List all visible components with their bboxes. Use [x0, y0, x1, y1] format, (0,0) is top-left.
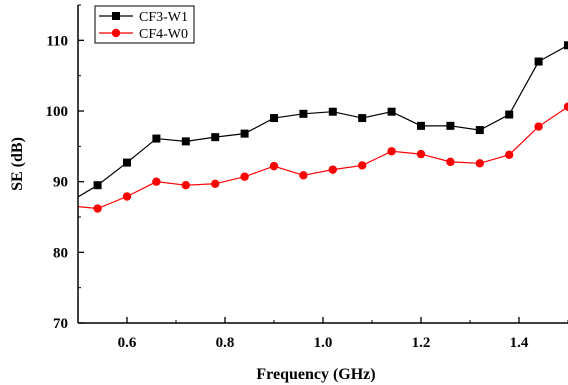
series-1-point — [152, 134, 161, 143]
series-2-point — [181, 181, 190, 190]
ticks: 0.6 0.8 1.0 1.2 1.4 70 80 90 100 110 — [46, 4, 568, 351]
series-2-point — [446, 157, 455, 167]
y-tick-label: 80 — [53, 245, 68, 261]
series-2-point — [358, 161, 367, 170]
legend-box — [94, 5, 195, 44]
y-tick-label: 100 — [46, 104, 69, 120]
series-1-point — [270, 114, 278, 123]
x-tick-label: 0.8 — [216, 335, 235, 351]
series-line-1 — [78, 44, 568, 198]
y-tick-label: 90 — [53, 175, 68, 191]
axes — [77, 5, 568, 324]
legend-marker-circle — [111, 28, 121, 38]
series-1-point — [299, 109, 308, 118]
legend-marker-square — [112, 12, 120, 20]
x-tick-label: 0.6 — [118, 335, 137, 351]
x-tick-label: 1.4 — [510, 335, 529, 351]
series-2-point — [269, 161, 279, 171]
series-2-point — [328, 165, 337, 174]
y-tick-label: 70 — [53, 316, 68, 332]
series-line-2 — [78, 106, 568, 210]
series-2-point — [505, 150, 514, 160]
series-2-point — [534, 122, 543, 131]
legend-label-1: CF3-W1 — [139, 10, 188, 25]
legend: CF3-W1 CF4-W0 — [94, 5, 195, 44]
series-1-point — [446, 121, 455, 130]
y-tick-label: 110 — [46, 33, 68, 49]
series-2-point — [299, 171, 308, 180]
plot-area — [64, 41, 568, 213]
series-2-point — [240, 172, 249, 181]
series-2-point — [475, 159, 484, 168]
series-1-point — [564, 41, 568, 50]
series-1-point — [534, 57, 543, 66]
series-1-point — [417, 121, 425, 130]
series-2-point — [122, 192, 132, 201]
series-1-point — [123, 158, 131, 167]
series-2-point — [416, 149, 426, 159]
series-1-point — [240, 129, 249, 138]
series-1-point — [93, 181, 102, 190]
series-1-point — [211, 133, 220, 142]
series-2-point — [563, 102, 568, 111]
series-1-point — [181, 137, 190, 146]
series-2-point — [211, 179, 220, 188]
series-2-point — [152, 177, 161, 186]
x-tick-label: 1.0 — [314, 335, 333, 351]
series-2-point — [64, 201, 72, 209]
series-1-point — [64, 199, 72, 207]
x-axis-title: Frequency (GHz) — [256, 366, 375, 383]
series-1-point — [358, 114, 367, 123]
series-1-point — [328, 107, 337, 116]
series-2-point — [93, 204, 102, 213]
x-tick-label: 1.2 — [412, 335, 431, 351]
series-1-point — [387, 107, 396, 116]
legend-label-2: CF4-W0 — [139, 27, 188, 42]
series-1-point — [505, 110, 514, 119]
series-2-point — [387, 147, 396, 156]
series-1-point — [475, 126, 484, 135]
y-axis-title: SE (dB) — [9, 137, 26, 191]
